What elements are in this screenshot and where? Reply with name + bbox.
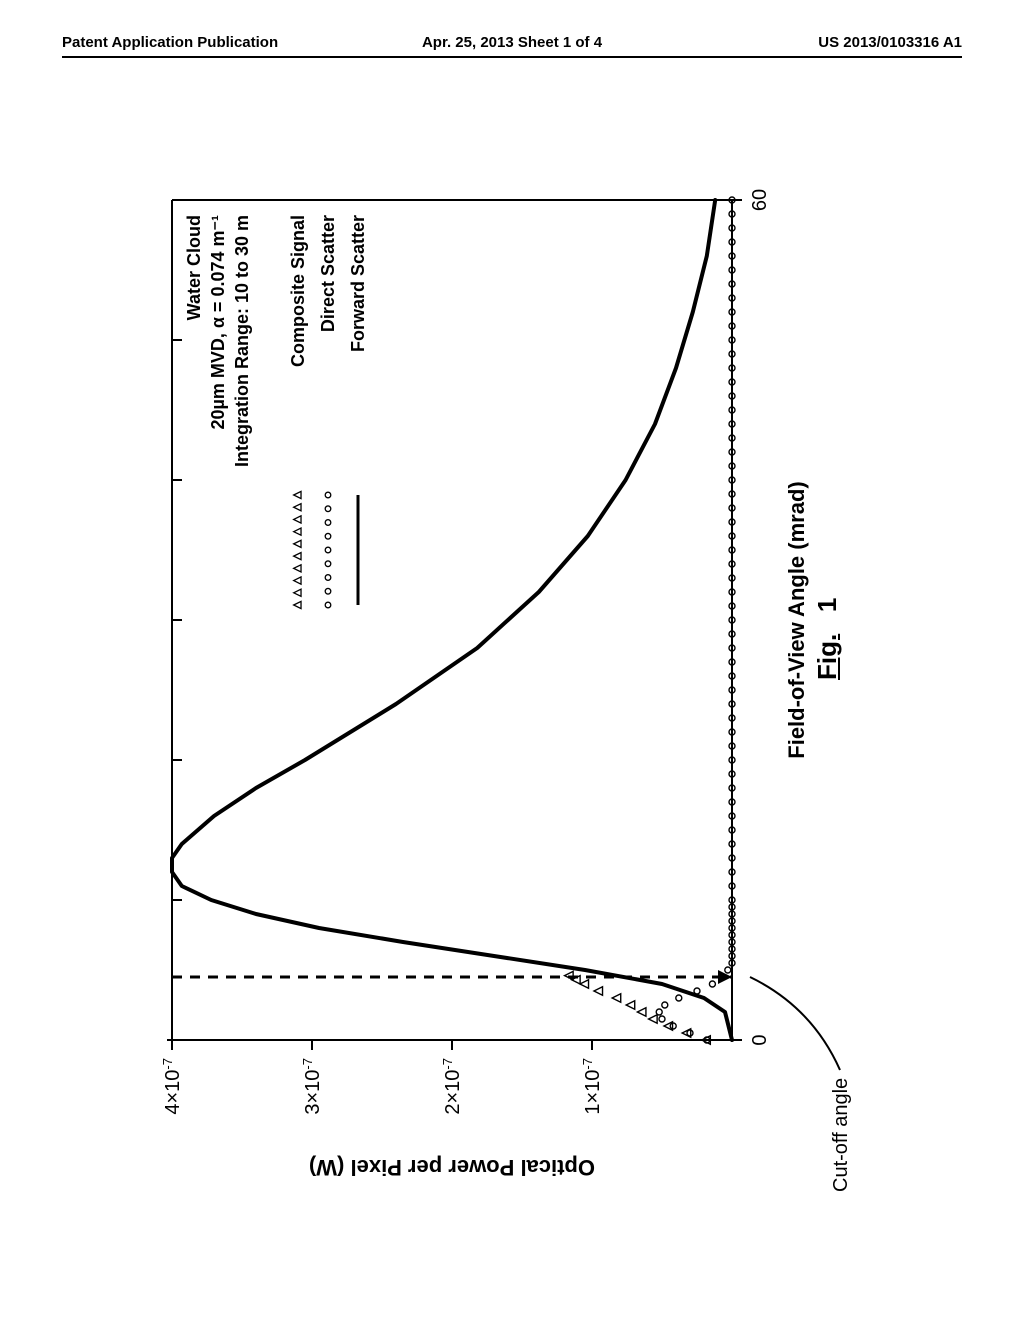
composite-point xyxy=(612,994,621,1002)
legend-sample-triangle xyxy=(294,601,301,608)
legend-sample-circle xyxy=(325,492,331,498)
legend-sample-triangle xyxy=(294,589,301,596)
legend-label: Composite Signal xyxy=(288,215,308,367)
legend-label: Direct Scatter xyxy=(318,215,338,332)
rotated-sheet: 0 60 1×10-7 2×10-7 3×10-7 4×10-7 Field-of-View… xyxy=(132,160,892,1220)
annotation-title-line: 20µm MVD, α = 0.074 m⁻¹ xyxy=(208,215,228,430)
figure-caption-number: 1 xyxy=(812,598,842,612)
figure-caption-prefix: Fig. xyxy=(812,634,842,680)
annotation-title-line: Integration Range: 10 to 30 m xyxy=(232,215,252,467)
legend-sample-triangle xyxy=(294,491,301,498)
figure-caption: Fig. 1 xyxy=(812,598,843,680)
legend-sample-triangle xyxy=(294,553,301,560)
composite-point xyxy=(626,1001,635,1009)
legend-label: Forward Scatter xyxy=(348,215,368,352)
direct-scatter-point xyxy=(694,988,700,994)
y-axis-label: Optical Power per Pixel (W) xyxy=(309,1155,595,1180)
legend-sample-triangle xyxy=(294,504,301,511)
direct-scatter-point xyxy=(725,967,731,973)
legend-sample-circle xyxy=(325,588,331,594)
composite-point xyxy=(594,987,603,995)
composite-point xyxy=(637,1008,646,1016)
composite-point xyxy=(580,980,589,988)
chart-svg: 0 60 1×10-7 2×10-7 3×10-7 4×10-7 Field-of-View… xyxy=(132,160,892,1220)
cutoff-leader xyxy=(750,977,840,1070)
chart-stage: 0 60 1×10-7 2×10-7 3×10-7 4×10-7 Field-of-View… xyxy=(132,160,892,1220)
forward-scatter-series xyxy=(172,200,732,1040)
legend-sample-circle xyxy=(325,575,331,581)
header-rule xyxy=(62,56,962,58)
legend-sample-triangle xyxy=(294,577,301,584)
y-tick-label: 2×10-7 xyxy=(440,1058,465,1115)
cutoff-angle-label: Cut-off angle xyxy=(830,1078,853,1192)
composite-point xyxy=(664,1022,673,1030)
legend-sample-circle xyxy=(325,547,331,553)
legend-sample-triangle xyxy=(294,565,301,572)
legend-sample-circle xyxy=(325,602,331,608)
direct-scatter-point xyxy=(659,1016,665,1022)
direct-scatter-point xyxy=(709,981,715,987)
legend-sample-circle xyxy=(325,561,331,567)
x-tick-label: 60 xyxy=(749,189,771,211)
legend-sample-circle xyxy=(325,533,331,539)
x-axis-label: Field-of-View Angle (mrad) xyxy=(784,481,809,758)
composite-point xyxy=(649,1015,658,1023)
legend-sample-triangle xyxy=(294,528,301,535)
y-tick-label: 3×10-7 xyxy=(300,1058,325,1115)
page: Patent Application Publication Apr. 25, … xyxy=(0,0,1024,1320)
x-tick-label: 0 xyxy=(749,1034,771,1045)
legend-sample-circle xyxy=(325,520,331,526)
direct-scatter-point xyxy=(676,995,682,1001)
direct-scatter-point xyxy=(662,1002,668,1008)
legend-sample-triangle xyxy=(294,516,301,523)
y-tick-label: 4×10-7 xyxy=(160,1058,185,1115)
annotation-title-line: Water Cloud xyxy=(184,215,204,320)
legend-sample-circle xyxy=(325,506,331,512)
legend-sample-triangle xyxy=(294,540,301,547)
y-tick-label: 1×10-7 xyxy=(580,1058,605,1115)
header-right: US 2013/0103316 A1 xyxy=(818,34,962,51)
